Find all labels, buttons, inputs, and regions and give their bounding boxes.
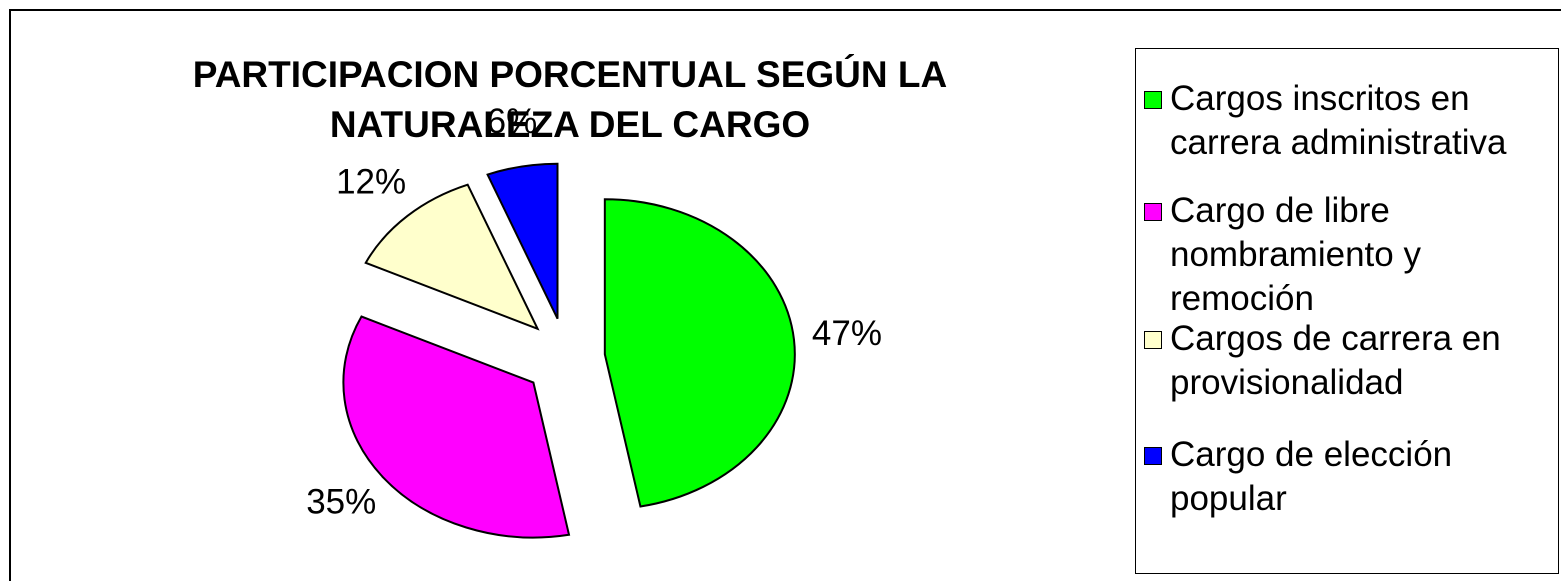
chart-title: PARTICIPACION PORCENTUAL SEGÚN LA NATURA… bbox=[192, 54, 948, 145]
legend-entry: Cargo de elección popular bbox=[1144, 433, 1554, 521]
data-label: 6% bbox=[487, 102, 538, 141]
data-label: 12% bbox=[336, 162, 406, 201]
legend-entry: Cargos inscritos en carrera administrati… bbox=[1144, 77, 1554, 165]
frame bbox=[9, 9, 1561, 581]
data-label: 47% bbox=[812, 314, 882, 353]
legend-entry: Cargo de libre nombramiento y remoción bbox=[1144, 189, 1554, 321]
legend-label: Cargo de libre nombramiento y remoción bbox=[1170, 191, 1421, 318]
legend-swatch bbox=[1144, 91, 1162, 109]
data-label: 35% bbox=[306, 482, 376, 521]
pie-slice bbox=[603, 198, 796, 508]
legend-label: Cargos de carrera en provisionalidad bbox=[1170, 319, 1501, 402]
legend-label: Cargos inscritos en carrera administrati… bbox=[1170, 79, 1507, 162]
pie-slice bbox=[486, 162, 559, 320]
legend-swatch bbox=[1144, 447, 1162, 465]
pie-slice bbox=[342, 315, 571, 539]
legend-swatch bbox=[1144, 331, 1162, 349]
legend-label: Cargo de elección popular bbox=[1170, 435, 1453, 518]
legend-entry: Cargos de carrera en provisionalidad bbox=[1144, 317, 1554, 405]
legend-swatch bbox=[1144, 203, 1162, 221]
pie-slice bbox=[364, 183, 540, 331]
legend: Cargos inscritos en carrera administrati… bbox=[1135, 48, 1559, 574]
